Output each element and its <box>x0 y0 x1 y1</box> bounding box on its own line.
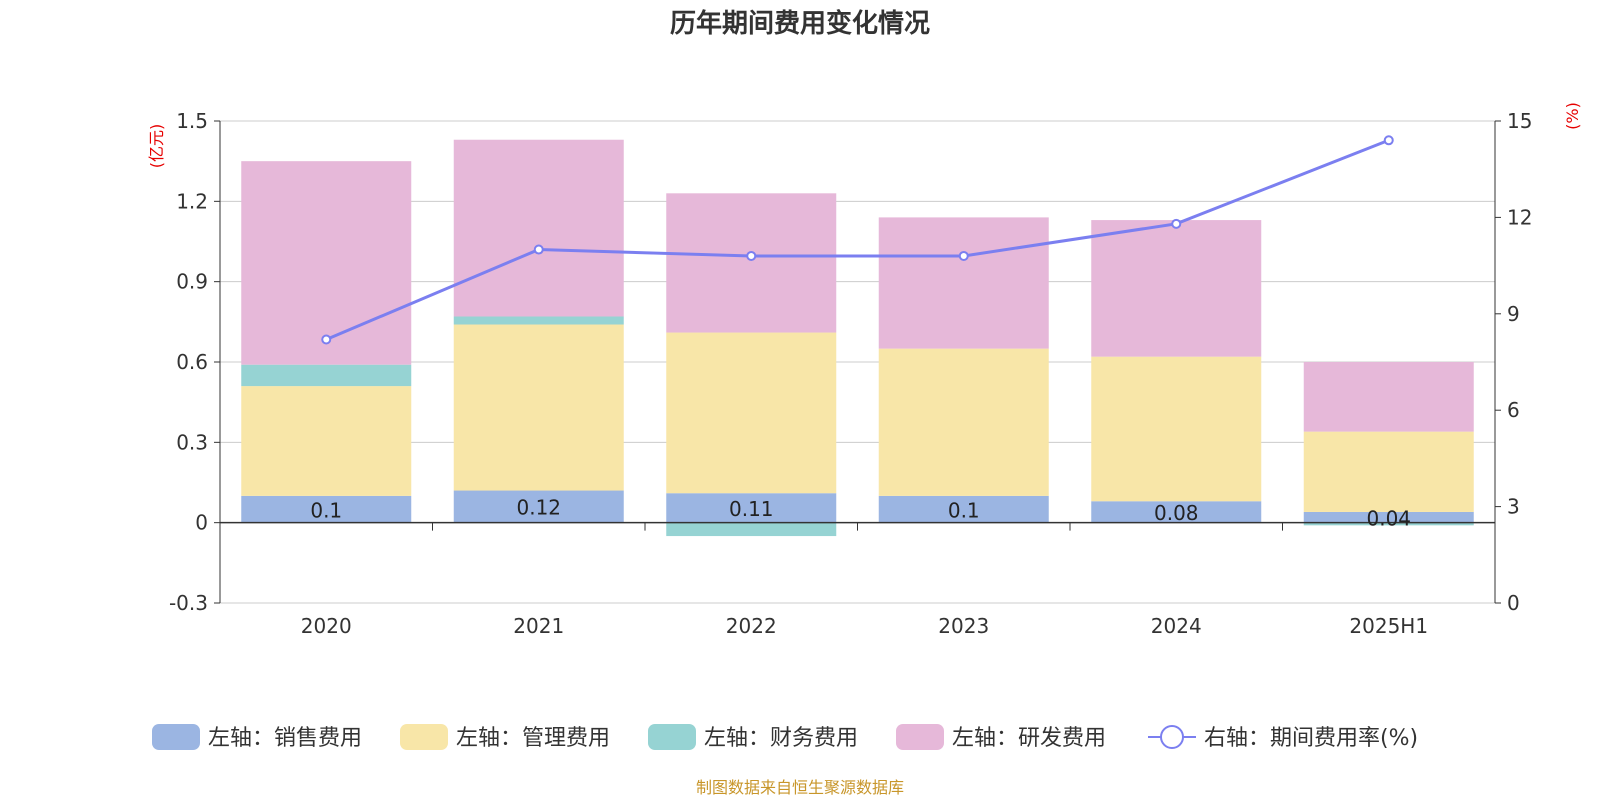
x-axis-tick-label: 2024 <box>1151 614 1202 638</box>
bar-value-label: 0.11 <box>729 497 774 521</box>
bar-value-label: 0.1 <box>310 498 342 522</box>
rate-line-point <box>1171 218 1182 229</box>
legend-swatch <box>648 724 696 750</box>
left-axis-tick-label: 1.2 <box>176 189 208 213</box>
right-axis-tick-label: 6 <box>1507 398 1520 422</box>
right-axis-tick-label: 0 <box>1507 591 1520 615</box>
bar-value-label: 0.04 <box>1366 506 1411 530</box>
data-labels: 0.1 0.12 0.11 0.1 0.08 0.04 <box>310 496 1411 531</box>
legend-swatch <box>400 724 448 750</box>
bar-segment <box>453 139 624 317</box>
bar-segment <box>878 495 1049 523</box>
bar-segment <box>453 316 624 325</box>
legend-label: 左轴：财务费用 <box>704 726 858 751</box>
bar-segment <box>1303 522 1474 526</box>
left-axis-tick-label: 1.5 <box>176 109 208 133</box>
x-axis-tick-label: 2023 <box>938 614 989 638</box>
x-axis-tick-label: 2020 <box>301 614 352 638</box>
grid <box>220 120 1495 604</box>
bar-segment <box>1091 501 1262 523</box>
legend-label: 左轴：销售费用 <box>208 726 362 751</box>
bar-segment <box>666 493 837 523</box>
rate-line-point <box>321 334 332 345</box>
bar-segment <box>1303 511 1474 523</box>
rate-line-point <box>1383 135 1394 146</box>
bar-segment <box>241 495 412 523</box>
right-axis-tick-label: 12 <box>1507 205 1532 229</box>
bar-segment <box>666 522 837 537</box>
bar-segment <box>241 386 412 496</box>
left-axis-unit: (亿元) <box>147 124 166 169</box>
bar-segment <box>241 364 412 387</box>
bar-segment <box>666 193 837 333</box>
bar-segment <box>1303 431 1474 512</box>
right-axis-tick-label: 9 <box>1507 302 1520 326</box>
legend-label: 左轴：研发费用 <box>952 726 1106 751</box>
x-axis-tick-label: 2021 <box>513 614 564 638</box>
legend-swatch <box>896 724 944 750</box>
chart-title: 历年期间费用变化情况 <box>670 8 930 39</box>
legend-label: 右轴：期间费用率(%) <box>1204 726 1418 751</box>
rate-line-point <box>746 250 757 261</box>
x-axis-tick-label: 2022 <box>726 614 777 638</box>
legend-label: 左轴：管理费用 <box>456 726 610 751</box>
bar-segment <box>1091 220 1262 357</box>
rate-line-point <box>533 244 544 255</box>
axes: -0.3 0 0.3 0.6 0.9 1.2 1.5 0 3 6 9 12 15 2020 2021 2022… <box>169 109 1532 638</box>
x-axis-tick-label: 2025H1 <box>1349 614 1428 638</box>
legend-swatch <box>152 724 200 750</box>
legend-circle-marker <box>1160 725 1184 749</box>
left-axis-tick-label: -0.3 <box>169 591 208 615</box>
bar-segment <box>1091 356 1262 502</box>
bar-segment <box>878 217 1049 349</box>
bars <box>241 139 1474 537</box>
legend: 左轴：销售费用 左轴：管理费用 左轴：财务费用 左轴：研发费用 右轴：期间费用率(%) <box>152 724 1418 751</box>
right-axis-unit: (%) <box>1563 102 1582 130</box>
bar-value-label: 0.1 <box>948 498 980 522</box>
bar-segment <box>1303 362 1474 432</box>
left-axis-tick-label: 0 <box>195 511 208 535</box>
left-axis-tick-label: 0.6 <box>176 350 208 374</box>
source-note: 制图数据来自恒生聚源数据库 <box>696 778 904 797</box>
rate-line <box>321 135 1394 345</box>
right-axis-tick-label: 15 <box>1507 109 1532 133</box>
rate-line-path <box>325 138 1390 341</box>
bar-segment <box>453 490 624 523</box>
bar-value-label: 0.12 <box>516 496 561 520</box>
bar-segment <box>666 332 837 494</box>
bar-segment <box>453 324 624 491</box>
left-axis-tick-label: 0.3 <box>176 430 208 454</box>
bar-segment <box>878 348 1049 496</box>
right-axis-tick-label: 3 <box>1507 495 1520 519</box>
rate-line-point <box>958 250 969 261</box>
bar-segment <box>241 161 412 365</box>
bar-value-label: 0.08 <box>1154 501 1199 525</box>
left-axis-tick-label: 0.9 <box>176 270 208 294</box>
